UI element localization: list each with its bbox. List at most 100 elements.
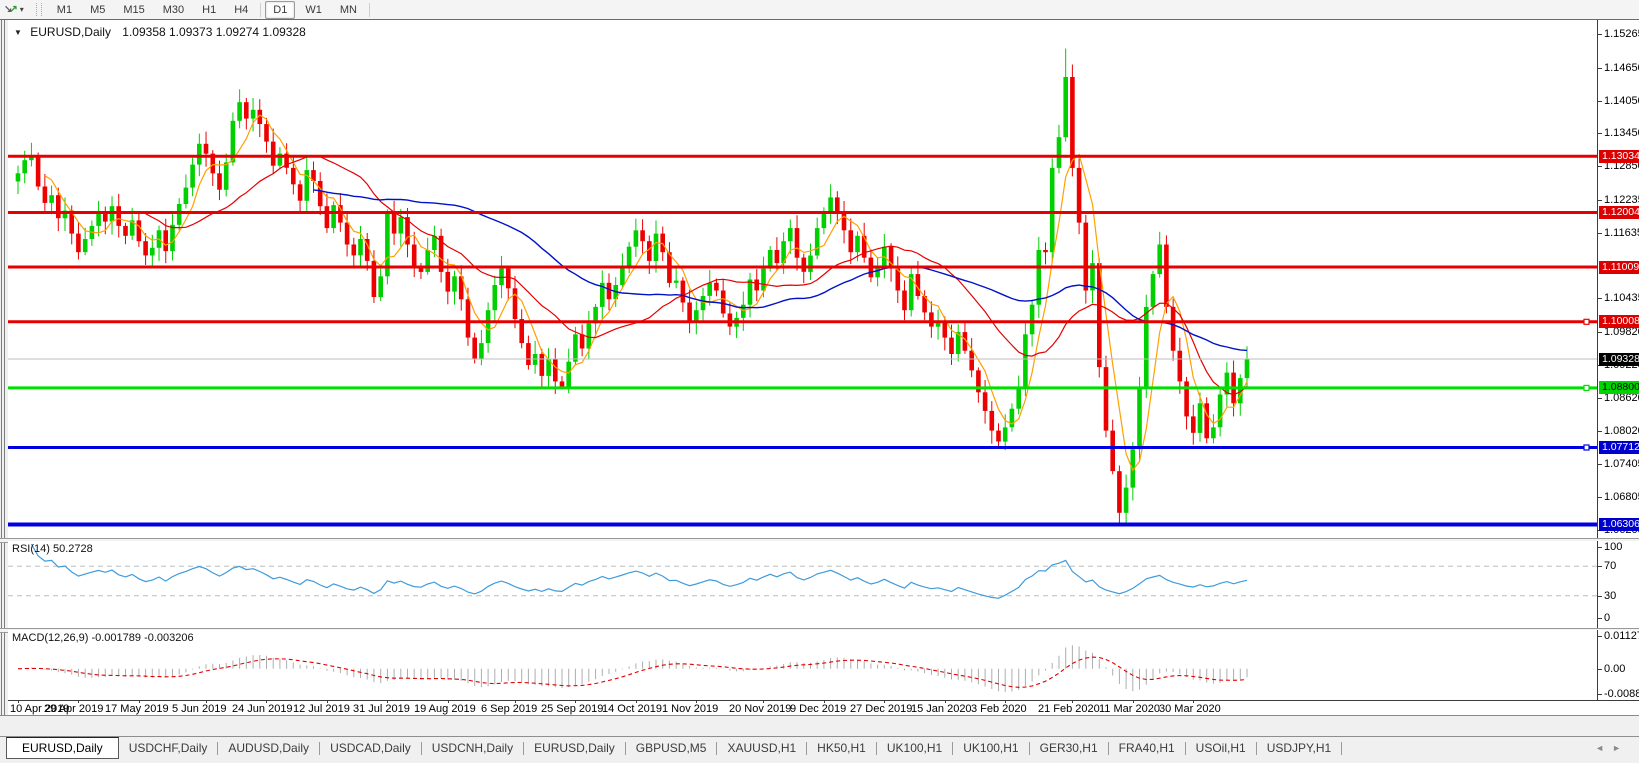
tab-separator <box>1184 742 1186 755</box>
rsi-tick-label: 100 <box>1604 541 1623 553</box>
chart-tab-usdchf-daily[interactable]: USDCHF,Daily <box>128 741 208 755</box>
candle-body <box>1204 403 1209 439</box>
window-border <box>0 715 1639 716</box>
candle-body <box>714 282 719 291</box>
date-tick-mark <box>1193 700 1194 703</box>
candles <box>15 48 1250 524</box>
chart-tab-uk100-h1[interactable]: UK100,H1 <box>963 741 1019 755</box>
candle-body <box>949 337 954 354</box>
date-label: 6 Sep 2019 <box>481 703 538 715</box>
candle-body <box>1150 274 1156 307</box>
rsi-tick-label: 30 <box>1604 590 1617 602</box>
rsi-line <box>30 543 1248 599</box>
price-tick-label: 1.07405 <box>1604 458 1639 470</box>
candle-body <box>593 306 598 324</box>
chart-tab-audusd-daily[interactable]: AUDUSD,Daily <box>228 741 310 755</box>
price-tick-label: 1.15265 <box>1604 28 1639 40</box>
candle-body <box>69 210 74 234</box>
tab-separator <box>217 742 219 755</box>
timeframe-button-w1[interactable]: W1 <box>305 3 322 16</box>
rsi-tick-mark <box>1598 596 1602 597</box>
candle-body <box>647 241 652 261</box>
price-tick-label: 1.14650 <box>1604 62 1639 74</box>
candle-body <box>250 109 256 119</box>
chart-arrows-icon[interactable]: ↘↗ <box>4 3 18 15</box>
timeframes-toolbar: ↘↗ ▾ M1 M5 M15 M30 H1 H4 D1 W1 MN <box>0 0 1639 20</box>
timeframe-button-m30[interactable]: M30 <box>162 3 185 16</box>
candle-body <box>694 310 699 322</box>
timeframe-button-h1[interactable]: H1 <box>202 3 217 16</box>
tab-separator <box>420 742 422 755</box>
chart-tab-usdcnh-daily[interactable]: USDCNH,Daily <box>431 741 514 755</box>
timeframe-button-m15[interactable]: M15 <box>123 3 145 16</box>
candle-body <box>801 257 807 272</box>
macd-label: MACD(12,26,9) -0.001789 -0.003206 <box>12 632 194 644</box>
candle-body <box>895 268 901 291</box>
candle-body <box>1224 372 1230 395</box>
date-label: 14 Oct 2019 <box>602 703 662 715</box>
chevron-down-icon[interactable]: ▾ <box>19 5 24 14</box>
chart-tab-usdcad-daily[interactable]: USDCAD,Daily <box>330 741 411 755</box>
rsi-tick-label: 0 <box>1604 612 1611 624</box>
candle-body <box>727 313 733 327</box>
rsi-axis: 100 70 30 0 <box>1597 541 1639 628</box>
chart-tab-usdjpy-h1[interactable]: USDJPY,H1 <box>1266 741 1332 755</box>
date-tick-mark <box>824 700 825 703</box>
timeframe-button-m1[interactable]: M1 <box>56 3 73 16</box>
tabs-scroll-right-icon[interactable]: ► <box>1612 743 1629 753</box>
candle-body <box>1049 167 1055 253</box>
chart-tab-xauusd-h1[interactable]: XAUUSD,H1 <box>727 741 797 755</box>
chart-tab-usoil-h1[interactable]: USOil,H1 <box>1195 741 1246 755</box>
toolbar-separator <box>260 2 262 17</box>
candle-body <box>982 392 988 411</box>
chart-window: ▼ EURUSD,Daily 1.09358 1.09373 1.09274 1… <box>0 19 1639 716</box>
level-line-handle[interactable] <box>1583 444 1590 451</box>
candle-body <box>364 239 370 261</box>
level-line-handle[interactable] <box>1583 318 1590 325</box>
candle-body <box>378 276 383 298</box>
date-label: 21 Feb 2020 <box>1038 703 1100 715</box>
tab-separator <box>1255 742 1257 755</box>
timeframe-button-m5[interactable]: M5 <box>90 3 106 16</box>
macd-chart[interactable] <box>8 630 1597 700</box>
candle-body <box>123 225 128 236</box>
candle-body <box>573 334 578 362</box>
candle-body <box>351 244 357 256</box>
timeframe-button-h4[interactable]: H4 <box>234 3 249 16</box>
candle-body <box>284 153 289 168</box>
candle-body <box>210 153 216 174</box>
price-chart-panel[interactable]: ▼ EURUSD,Daily 1.09358 1.09373 1.09274 1… <box>8 20 1597 538</box>
candle-body <box>1036 250 1042 305</box>
level-price-flag: 1.10008 <box>1599 315 1639 328</box>
candle-body <box>747 279 753 305</box>
rsi-chart[interactable] <box>8 541 1597 628</box>
candle-body <box>203 143 209 154</box>
candle-body <box>1197 403 1203 433</box>
chart-tab-eurusd-daily[interactable]: EURUSD,Daily <box>6 737 119 759</box>
timeframe-button-d1[interactable]: D1 <box>265 0 296 19</box>
date-label: 24 Jun 2019 <box>232 703 293 715</box>
chart-tab-ger30-h1[interactable]: GER30,H1 <box>1039 741 1098 755</box>
toolbar-grip[interactable] <box>35 3 42 16</box>
candle-body <box>902 290 907 311</box>
rsi-panel[interactable]: RSI(14) 50.2728 <box>8 541 1597 628</box>
current-price-flag: 1.09328 <box>1599 353 1639 366</box>
candlestick-chart[interactable] <box>8 20 1597 538</box>
date-tick-mark <box>575 700 576 703</box>
tabs-scroll-left-icon[interactable]: ◄ <box>1595 743 1613 753</box>
candle-body <box>526 343 531 365</box>
chart-tab-fra40-h1[interactable]: FRA40,H1 <box>1118 741 1175 755</box>
candle-body <box>385 213 390 277</box>
chart-tab-eurusd-daily[interactable]: EURUSD,Daily <box>534 741 615 755</box>
candle-body <box>311 170 316 181</box>
candle-body <box>143 241 148 256</box>
chart-tab-hk50-h1[interactable]: HK50,H1 <box>817 741 866 755</box>
window-splitter[interactable] <box>0 20 8 715</box>
timeframe-button-mn[interactable]: MN <box>339 3 357 16</box>
level-line-handle[interactable] <box>1583 384 1590 391</box>
chart-tab-gbpusd-m5[interactable]: GBPUSD,M5 <box>635 741 707 755</box>
candle-body <box>855 235 860 253</box>
chart-tab-uk100-h1[interactable]: UK100,H1 <box>886 741 943 755</box>
macd-panel[interactable]: MACD(12,26,9) -0.001789 -0.003206 <box>8 630 1597 700</box>
collapse-triangle-icon[interactable]: ▼ <box>14 28 22 37</box>
